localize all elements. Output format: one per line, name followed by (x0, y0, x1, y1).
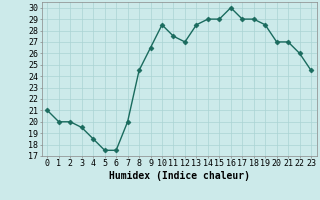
X-axis label: Humidex (Indice chaleur): Humidex (Indice chaleur) (109, 171, 250, 181)
